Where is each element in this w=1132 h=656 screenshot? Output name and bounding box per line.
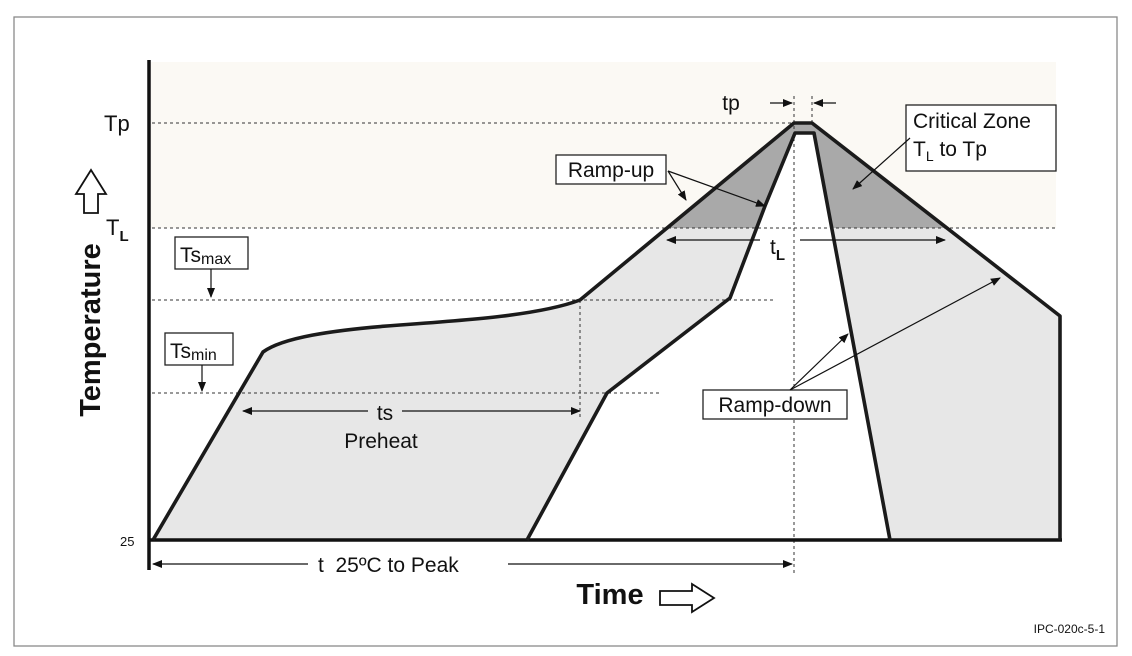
- lower-limit-area: [527, 133, 890, 540]
- tl-level-label: TL: [106, 215, 129, 245]
- tsmax-box: [174, 236, 249, 270]
- preheat-label: Preheat: [344, 430, 418, 453]
- ramp-down-pointer-2: [789, 277, 1001, 391]
- tp-level-label: Tp: [104, 111, 130, 136]
- total-interval-label: t 25ºC to Peak: [318, 554, 459, 577]
- ramp-down-box: [702, 389, 848, 420]
- critical-zone-box: [905, 104, 1057, 172]
- time-arrow-icon: [659, 582, 716, 614]
- tp-interval-label: tp: [722, 92, 740, 115]
- critical-zone-label: Critical Zone: [913, 110, 1031, 133]
- tsmax-label: Tsmax: [180, 244, 231, 268]
- ramp-up-label: Ramp-up: [568, 159, 654, 182]
- critical-zone-pointer: [852, 137, 911, 190]
- temperature-arrow-icon: [74, 168, 108, 214]
- guide-lines: [152, 96, 1056, 575]
- upper-limit-curve: [151, 121, 1062, 541]
- ramp-down-pointer-1: [789, 333, 849, 391]
- base-level-label: 25: [120, 534, 134, 549]
- temperature-axis-label: Temperature: [75, 243, 107, 417]
- ts-interval-label: ts: [377, 402, 393, 425]
- ramp-up-pointer-2: [667, 170, 766, 207]
- ramp-up-pointer-1: [667, 170, 687, 201]
- ramp-up-box: [555, 154, 667, 185]
- critical-zone-range: TL to Tp: [913, 138, 987, 164]
- figure-frame: [13, 16, 1118, 647]
- figure-code: IPC-020c-5-1: [1034, 622, 1106, 636]
- tsmin-box: [164, 332, 234, 366]
- ramp-down-label: Ramp-down: [718, 394, 831, 417]
- time-axis-label: Time: [576, 579, 643, 611]
- tsmin-label: Tsmin: [170, 340, 217, 364]
- tl-interval-label: tL: [770, 236, 785, 264]
